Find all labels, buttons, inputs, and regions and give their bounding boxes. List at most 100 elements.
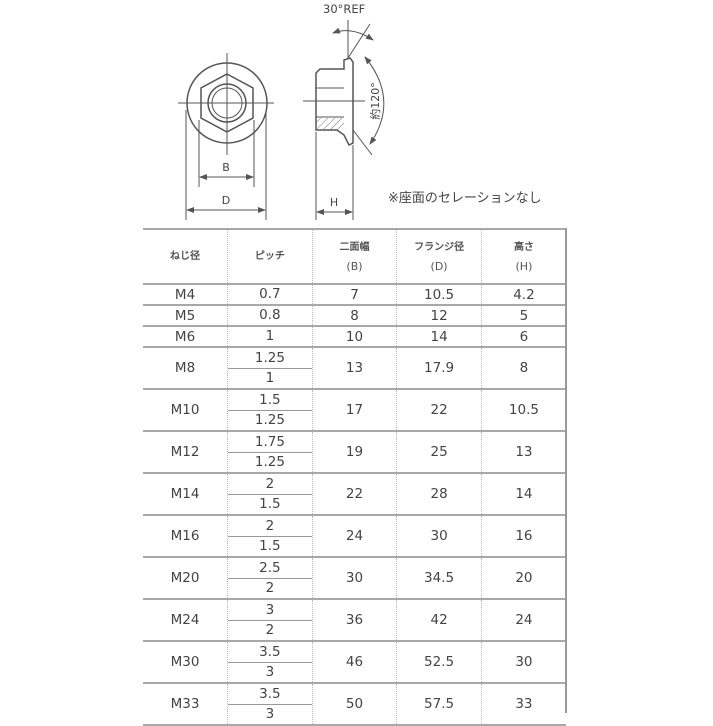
pitch-value: 1.25	[228, 349, 312, 369]
cell-height: 13	[480, 431, 566, 473]
cell-flange-diameter: 17.9	[396, 347, 482, 389]
pitch-value: 2	[265, 579, 275, 596]
cell-height: 14	[480, 473, 566, 515]
cell-width-across-flats: 10	[311, 326, 397, 347]
table-row: M10 1.5 1.25 17 22 10.5	[143, 389, 566, 431]
cell-width-across-flats: 13	[311, 347, 397, 389]
cell-pitch: 0.8	[227, 305, 313, 326]
cell-thread-size: M4	[174, 286, 196, 303]
pitch-value: 2	[265, 621, 275, 638]
cell-width-across-flats: 17	[311, 389, 397, 431]
cell-flange-diameter: 42	[396, 599, 482, 641]
cell-height: 8	[480, 347, 566, 389]
cell-flange-diameter: 30	[396, 515, 482, 557]
cell-pitch: 0.7	[227, 284, 313, 305]
cell-height: 33	[480, 683, 566, 725]
cell-thread-size: M20	[170, 570, 200, 586]
table-row: M33 3.5 3 50 57.5 33	[143, 683, 566, 725]
table-header-row: ねじ径 ピッチ 二面幅 (B) フランジ径 (D) 高さ (H)	[143, 229, 566, 284]
column-header: 二面幅 (B)	[311, 229, 397, 284]
front-view	[178, 53, 274, 220]
pitch-value: 3.5	[228, 643, 312, 663]
pitch-value: 2	[228, 517, 312, 537]
cell-pitch: 1.25 1	[227, 347, 313, 389]
pitch-value: 1.5	[259, 537, 281, 554]
cell-height: 24	[480, 599, 566, 641]
cell-flange-diameter: 22	[396, 389, 482, 431]
pitch-value: 3	[265, 705, 275, 722]
table-right-border	[565, 228, 567, 713]
pitch-value: 1.5	[259, 495, 281, 512]
pitch-value: 3.5	[228, 685, 312, 705]
cell-width-across-flats: 22	[311, 473, 397, 515]
cell-flange-diameter: 52.5	[396, 641, 482, 683]
cell-height: 30	[480, 641, 566, 683]
cell-height: 16	[480, 515, 566, 557]
cell-thread-size: M33	[170, 696, 200, 712]
cell-width-across-flats: 46	[311, 641, 397, 683]
table-row: M6 1 10 14 6	[143, 326, 566, 347]
dim-b-label: B	[222, 161, 230, 174]
pitch-value: 1.25	[254, 453, 285, 470]
cell-thread-size: M8	[174, 360, 196, 376]
column-header-label: フランジ径	[414, 241, 465, 253]
cell-flange-diameter: 34.5	[396, 557, 482, 599]
cell-pitch: 2 1.5	[227, 515, 313, 557]
cell-flange-diameter: 25	[396, 431, 482, 473]
cell-pitch: 1	[227, 326, 313, 347]
cell-thread-size: M16	[170, 528, 200, 544]
cell-pitch: 3.5 3	[227, 641, 313, 683]
cell-width-across-flats: 50	[311, 683, 397, 725]
column-header-unit: (D)	[430, 259, 448, 273]
pitch-value: 0.8	[259, 307, 281, 323]
column-header: 高さ (H)	[480, 229, 566, 284]
dimension-table: ねじ径 ピッチ 二面幅 (B) フランジ径 (D) 高さ (H) M4 0.7 7 10.5 4.2 M…	[143, 228, 566, 726]
column-header: ピッチ	[227, 229, 313, 284]
cell-thread-size: M24	[170, 612, 200, 628]
cell-width-across-flats: 19	[311, 431, 397, 473]
dim-h-label: H	[330, 196, 338, 209]
pitch-value: 1	[265, 328, 275, 344]
column-header-unit: (H)	[515, 259, 533, 273]
table-row: M30 3.5 3 46 52.5 30	[143, 641, 566, 683]
cell-width-across-flats: 24	[311, 515, 397, 557]
cell-thread-size: M30	[170, 654, 200, 670]
cell-pitch: 2 1.5	[227, 473, 313, 515]
cell-height: 10.5	[480, 389, 566, 431]
pitch-value: 1.5	[228, 391, 312, 411]
cell-thread-size: M14	[170, 486, 200, 502]
cell-flange-diameter: 10.5	[396, 284, 482, 305]
cell-flange-diameter: 12	[396, 305, 482, 326]
cell-width-across-flats: 30	[311, 557, 397, 599]
cell-height: 5	[480, 305, 566, 326]
cell-flange-diameter: 57.5	[396, 683, 482, 725]
table-row: M14 2 1.5 22 28 14	[143, 473, 566, 515]
cell-height: 20	[480, 557, 566, 599]
cell-thread-size: M6	[174, 328, 196, 345]
table-row: M5 0.8 8 12 5	[143, 305, 566, 326]
table-row: M8 1.25 1 13 17.9 8	[143, 347, 566, 389]
flange-nut-drawing: B D H 約120°	[178, 20, 385, 220]
column-header: フランジ径 (D)	[396, 229, 482, 284]
side-view	[303, 20, 385, 220]
cell-pitch: 2.5 2	[227, 557, 313, 599]
angle-120-label: 約120°	[368, 82, 382, 120]
pitch-value: 1.25	[254, 411, 285, 428]
cell-thread-size: M12	[170, 444, 200, 460]
cell-pitch: 3.5 3	[227, 683, 313, 725]
pitch-value: 2	[228, 475, 312, 495]
cell-width-across-flats: 8	[311, 305, 397, 326]
cell-height: 4.2	[480, 284, 566, 305]
column-header-unit: (B)	[346, 259, 363, 273]
table-row: M20 2.5 2 30 34.5 20	[143, 557, 566, 599]
table-row: M24 3 2 36 42 24	[143, 599, 566, 641]
column-header-label: 二面幅	[339, 241, 370, 253]
cell-pitch: 1.5 1.25	[227, 389, 313, 431]
column-header: ねじ径	[143, 229, 228, 284]
cell-thread-size: M5	[174, 307, 196, 324]
column-header-label: ねじ径	[170, 251, 201, 262]
table-row: M4 0.7 7 10.5 4.2	[143, 284, 566, 305]
pitch-value: 3	[228, 601, 312, 621]
cell-flange-diameter: 14	[396, 326, 482, 347]
